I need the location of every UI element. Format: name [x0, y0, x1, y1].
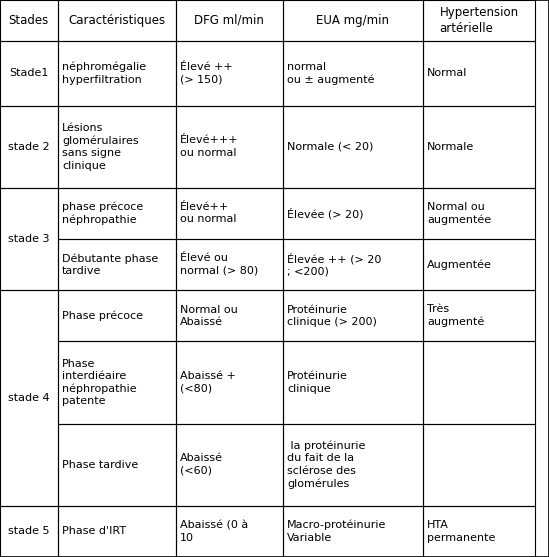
Text: Abaissé +
(<80): Abaissé + (<80) — [180, 372, 236, 394]
Text: Lésions
glomérulaires
sans signe
clinique: Lésions glomérulaires sans signe cliniqu… — [62, 123, 139, 170]
Text: HTA
permanente: HTA permanente — [427, 520, 496, 543]
Text: Phase
interdiéaire
néphropathie
patente: Phase interdiéaire néphropathie patente — [62, 359, 137, 407]
Bar — [283, 506, 423, 557]
Bar — [283, 0, 423, 41]
Bar — [283, 105, 423, 188]
Text: Protéinurie
clinique: Protéinurie clinique — [287, 372, 348, 394]
Bar — [176, 239, 283, 290]
Text: Stades: Stades — [9, 14, 49, 27]
Text: Élevé ou
normal (> 80): Élevé ou normal (> 80) — [180, 253, 259, 276]
Bar — [423, 506, 535, 557]
Text: Protéinurie
clinique (> 200): Protéinurie clinique (> 200) — [287, 305, 377, 327]
Bar — [58, 41, 176, 105]
Bar — [58, 0, 176, 41]
Text: DFG ml/min: DFG ml/min — [194, 14, 264, 27]
Bar — [176, 341, 283, 423]
Bar — [176, 0, 283, 41]
Text: Élevé+++
ou normal: Élevé+++ ou normal — [180, 135, 239, 158]
Bar — [423, 188, 535, 239]
Bar — [423, 105, 535, 188]
Text: Phase précoce: Phase précoce — [62, 311, 143, 321]
Bar — [283, 290, 423, 341]
Text: Élevé ++
(> 150): Élevé ++ (> 150) — [180, 62, 233, 84]
Text: Abaissé (0 à
10: Abaissé (0 à 10 — [180, 520, 248, 543]
Text: Élevé++
ou normal: Élevé++ ou normal — [180, 202, 237, 224]
Text: Normale (< 20): Normale (< 20) — [287, 141, 373, 152]
Text: Normal: Normal — [427, 68, 468, 78]
Bar — [58, 506, 176, 557]
Text: phase précoce
néphropathie: phase précoce néphropathie — [62, 202, 143, 225]
Bar — [423, 290, 535, 341]
Text: stade 2: stade 2 — [8, 141, 49, 152]
Bar — [58, 105, 176, 188]
Bar — [423, 41, 535, 105]
Bar — [58, 341, 176, 423]
Text: Très
augmenté: Très augmenté — [427, 304, 484, 328]
Text: Macro-protéinurie
Variable: Macro-protéinurie Variable — [287, 520, 386, 543]
Text: normal
ou ± augmenté: normal ou ± augmenté — [287, 62, 374, 85]
Bar — [58, 423, 176, 506]
Bar — [176, 290, 283, 341]
Text: Caractéristiques: Caractéristiques — [68, 14, 165, 27]
Text: Augmentée: Augmentée — [427, 260, 492, 270]
Bar — [176, 188, 283, 239]
Bar — [423, 0, 535, 41]
Text: stade 5: stade 5 — [8, 526, 49, 536]
Text: Élevée ++ (> 20
; <200): Élevée ++ (> 20 ; <200) — [287, 253, 382, 276]
Bar — [0, 41, 58, 105]
Text: EUA mg/min: EUA mg/min — [316, 14, 389, 27]
Text: Normale: Normale — [427, 141, 474, 152]
Bar — [58, 188, 176, 239]
Bar — [0, 105, 58, 188]
Bar — [423, 239, 535, 290]
Text: la protéinurie
du fait de la
sclérose des
glomérules: la protéinurie du fait de la sclérose de… — [287, 441, 366, 489]
Text: Stade1: Stade1 — [9, 68, 48, 78]
Bar — [176, 105, 283, 188]
Bar — [423, 423, 535, 506]
Bar — [283, 341, 423, 423]
Text: stade 4: stade 4 — [8, 393, 49, 403]
Bar — [283, 41, 423, 105]
Text: Abaissé
(<60): Abaissé (<60) — [180, 453, 223, 476]
Bar — [176, 423, 283, 506]
Bar — [0, 0, 58, 41]
Bar — [283, 239, 423, 290]
Text: Hypertension
artérielle: Hypertension artérielle — [439, 6, 519, 35]
Text: stade 3: stade 3 — [8, 234, 49, 244]
Bar — [423, 341, 535, 423]
Bar — [0, 188, 58, 290]
Text: Élevée (> 20): Élevée (> 20) — [287, 208, 363, 219]
Bar — [176, 506, 283, 557]
Bar — [283, 188, 423, 239]
Text: néphromégalie
hyperfiltration: néphromégalie hyperfiltration — [62, 62, 146, 85]
Text: Débutante phase
tardive: Débutante phase tardive — [62, 253, 158, 276]
Bar — [58, 239, 176, 290]
Bar — [0, 290, 58, 506]
Text: Phase d'IRT: Phase d'IRT — [62, 526, 126, 536]
Bar — [283, 423, 423, 506]
Text: Phase tardive: Phase tardive — [62, 460, 138, 470]
Bar — [176, 41, 283, 105]
Text: Normal ou
augmentée: Normal ou augmentée — [427, 202, 491, 225]
Text: Normal ou
Abaissé: Normal ou Abaissé — [180, 305, 238, 327]
Bar — [0, 506, 58, 557]
Bar — [58, 290, 176, 341]
